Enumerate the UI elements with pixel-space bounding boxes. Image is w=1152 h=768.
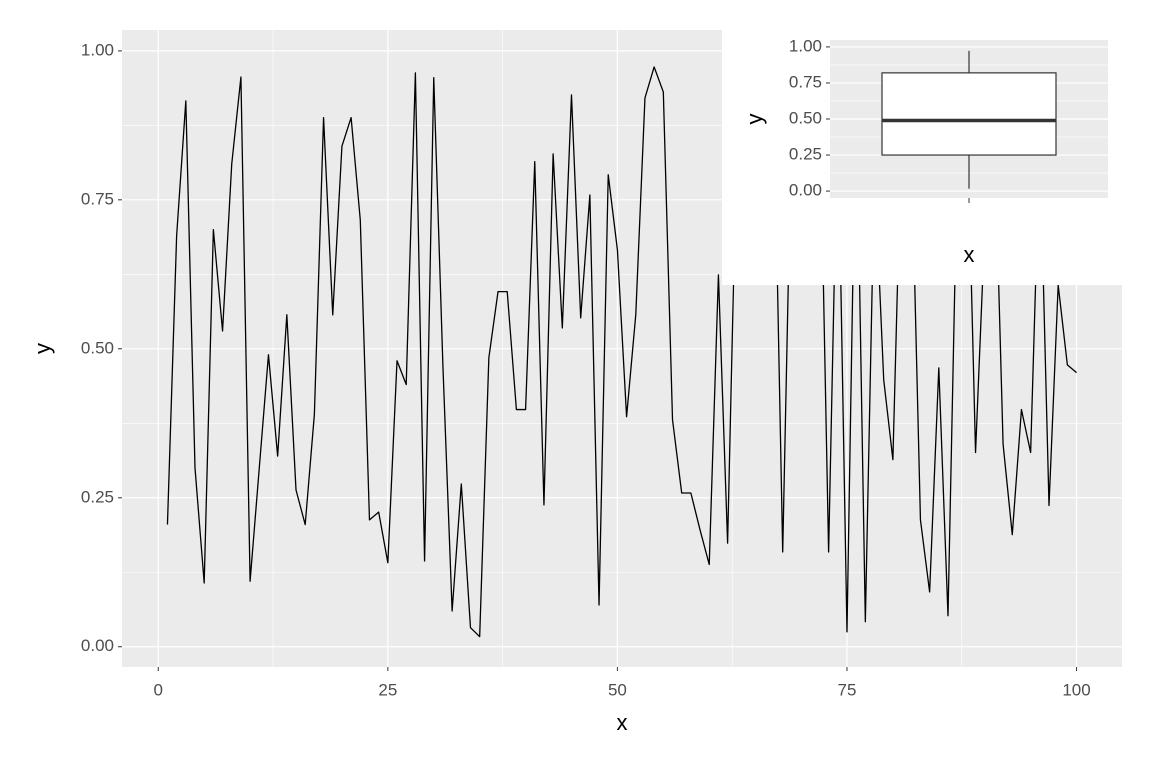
y-tick-label: 0.25 bbox=[81, 487, 114, 506]
y-tick-label: 1.00 bbox=[81, 40, 114, 59]
x-axis-title: x bbox=[964, 242, 975, 267]
y-tick-label: 0.75 bbox=[789, 72, 822, 91]
y-axis-title: y bbox=[742, 114, 767, 125]
y-tick-label: 0.25 bbox=[789, 145, 822, 164]
y-tick-label: 0.50 bbox=[789, 108, 822, 127]
y-tick-label: 0.75 bbox=[81, 189, 114, 208]
data-line bbox=[166, 66, 1077, 638]
y-tick-label: 0.00 bbox=[789, 181, 822, 200]
y-tick-label: 1.00 bbox=[789, 36, 822, 55]
x-tick-label: 25 bbox=[378, 680, 397, 699]
x-tick-label: 75 bbox=[838, 680, 857, 699]
x-tick-label: 100 bbox=[1062, 680, 1090, 699]
y-tick-label: 0.00 bbox=[81, 636, 114, 655]
y-axis-title: y bbox=[30, 343, 55, 354]
y-tick-label: 0.50 bbox=[81, 338, 114, 357]
box bbox=[881, 72, 1057, 156]
x-tick-label: 50 bbox=[608, 680, 627, 699]
x-tick-label: 0 bbox=[154, 680, 163, 699]
x-axis-title: x bbox=[617, 710, 628, 735]
